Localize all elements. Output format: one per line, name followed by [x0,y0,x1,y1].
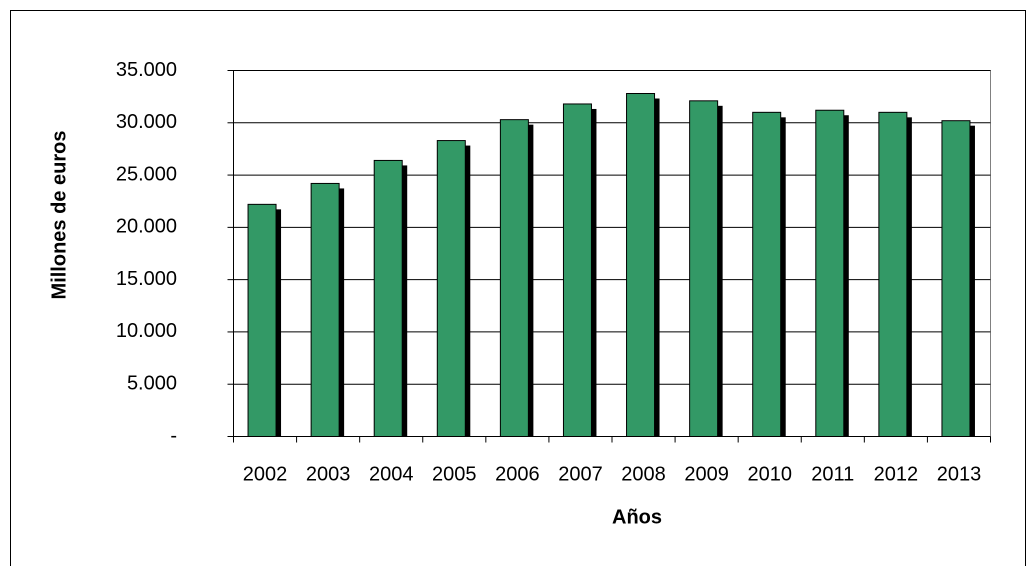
bar [436,140,466,437]
y-axis-title: Millones de euros [48,131,70,300]
y-tick-label: 30.000 [116,111,177,133]
x-tick-label: 2012 [874,463,919,485]
x-tick-label: 2013 [937,463,982,485]
bar [373,159,403,437]
y-tick-label: 15.000 [116,268,177,290]
x-tick-label: 2007 [558,463,603,485]
x-tick-label: 2006 [495,463,540,485]
x-tick-label: 2011 [811,463,854,485]
bar [878,111,908,437]
bar [689,100,719,437]
x-tick-label: 2002 [243,463,288,485]
y-tick-label: 35.000 [116,59,177,81]
bar [626,93,656,438]
x-tick-label: 2005 [432,463,477,485]
x-tick-label: 2009 [684,463,729,485]
y-tick-label: 25.000 [116,163,177,185]
bar [310,182,340,437]
y-tick-label: 10.000 [116,320,177,342]
x-tick-label: 2003 [306,463,351,485]
y-tick-label: 20.000 [116,216,177,238]
x-tick-label: 2010 [747,463,792,485]
bar [941,120,971,438]
bar [815,109,845,437]
x-tick-label: 2008 [621,463,666,485]
y-tick-label: - [170,425,177,447]
bar [752,111,782,437]
bar [247,203,277,437]
bar [562,103,592,437]
x-tick-label: 2004 [369,463,414,485]
y-tick-label: 5.000 [127,372,177,394]
x-axis-title: Años [612,506,662,528]
bar [499,119,529,438]
